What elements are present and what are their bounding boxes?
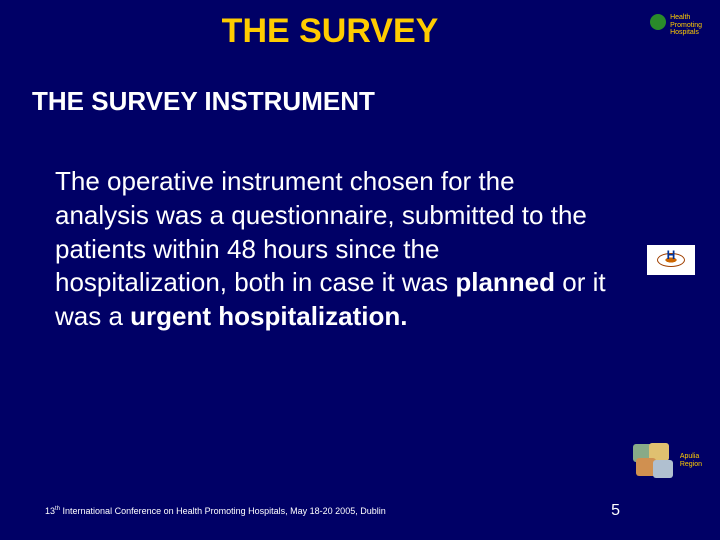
- footer-text: 13th International Conference on Health …: [45, 506, 386, 516]
- badge-line1: Health: [670, 14, 702, 22]
- body-bold1: planned: [455, 267, 555, 297]
- badge-health-promoting: Health Promoting Hospitals: [650, 14, 702, 37]
- badge-line2: Promoting: [670, 22, 702, 30]
- puzzle-icon: [631, 442, 676, 480]
- slide-number: 5: [611, 502, 620, 520]
- slide-title: THE SURVEY: [0, 0, 720, 51]
- footer-prefix: 13: [45, 506, 55, 516]
- slide-subtitle: THE SURVEY INSTRUMENT: [32, 86, 375, 117]
- region-text: Apulia Region: [680, 453, 702, 468]
- footer-main: International Conference on Health Promo…: [60, 506, 386, 516]
- hospital-logo-icon: [647, 245, 695, 275]
- slide-body: The operative instrument chosen for the …: [55, 165, 610, 334]
- badge-line3: Hospitals: [670, 29, 702, 37]
- region-line1: Apulia: [680, 453, 702, 461]
- region-corner: Apulia Region: [631, 442, 702, 480]
- green-circle-icon: [650, 14, 666, 30]
- region-line2: Region: [680, 461, 702, 469]
- badge-text: Health Promoting Hospitals: [670, 14, 702, 37]
- body-bold2: urgent hospitalization.: [130, 301, 407, 331]
